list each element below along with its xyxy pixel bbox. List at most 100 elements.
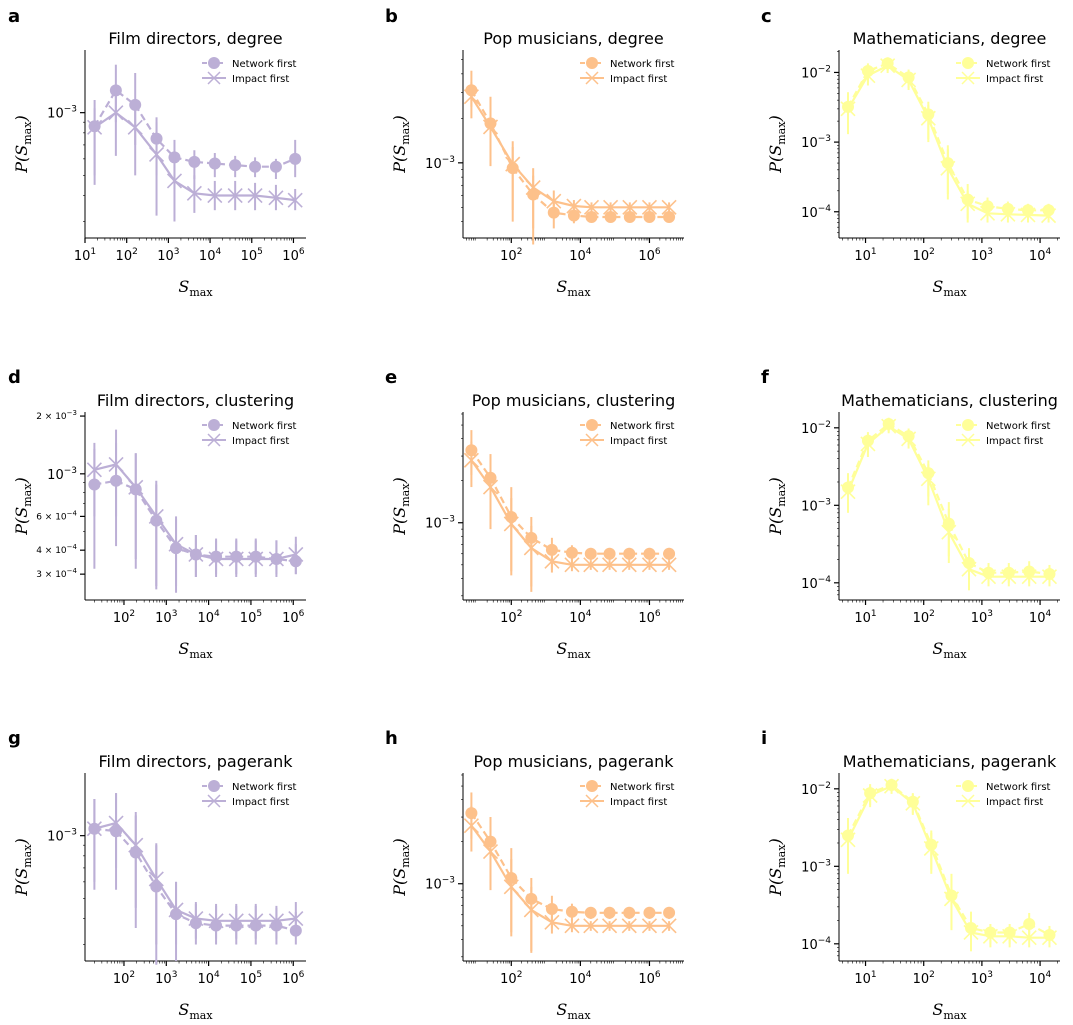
y-tick-exp: −3 [442,155,455,165]
data-point-x [463,452,479,468]
data-point-circle [289,152,302,165]
panel-letter-i: i [761,728,767,749]
x-tick-base: 10 [854,249,871,264]
data-point-x [87,119,103,135]
data-point-x [943,891,960,907]
x-tick-exp: 1 [871,609,877,619]
panel-letter-a: a [8,6,20,27]
x-axis-label-main: S [932,639,943,658]
x-axis-label-sub: max [189,286,213,299]
y-tick-label: 10−3 [425,155,455,172]
x-axis-label: Smax [932,1000,967,1022]
y-axis-label: P(Smax) [766,838,788,896]
y-tick-base: 10 [801,783,818,798]
x-axis-label: Smax [556,639,591,661]
data-point-x [901,431,917,447]
x-tick-label: 103 [971,970,993,987]
x-tick-exp: 5 [256,609,262,619]
x-axis-label-sub: max [189,648,213,661]
x-axis-label-sub: max [943,648,967,661]
y-tick-exp: −4 [818,936,832,946]
y-axis-label-suffix: ) [390,838,409,845]
data-point-x [208,913,224,929]
y-axis-label: P(Smax) [12,115,34,173]
data-point-x [148,508,164,524]
data-point-x [564,918,580,934]
x-tick-label: 104 [569,247,592,264]
data-point-x [108,105,124,121]
y-axis-label-prefix: P(S [12,868,31,897]
x-tick-label: 101 [854,970,876,987]
y-axis-label-sub: max [21,121,34,145]
data-point-x [641,918,658,934]
y-axis-label-sub: max [775,844,788,868]
panel-letter-b: b [385,6,398,27]
y-axis-label-suffix: ) [12,477,31,484]
legend: Network first Impact first [202,57,297,85]
y-tick-base: 10 [801,136,818,151]
legend-item: Impact first [580,71,667,85]
x-tick-label: 105 [240,609,262,626]
x-tick-label: 103 [971,609,993,626]
x-tick-label: 102 [500,247,522,264]
series-impact-first [463,441,677,592]
x-tick-exp: 3 [172,970,178,980]
data-point-x [482,843,499,860]
series-line [470,449,670,555]
data-point-circle [565,546,578,559]
x-tick-base: 10 [113,972,130,987]
panel-title: Film directors, clustering [97,391,294,410]
data-point-x [979,205,996,221]
x-tick-exp: 1 [871,970,877,980]
series-impact-first [86,793,304,945]
data-point-circle [565,905,578,918]
x-axis-label-main: S [556,639,567,658]
data-point-x [523,902,539,918]
data-point-circle [663,210,676,223]
x-axis-label-sub: max [943,286,967,299]
legend-label: Network first [610,59,675,70]
legend-item: Network first [580,780,675,793]
y-axis-label: P(Smax) [390,115,412,173]
y-axis-label-suffix: ) [766,838,785,845]
data-point-x [188,910,204,927]
y-tick-label: 10−3 [801,858,831,875]
x-tick-label: 101 [854,247,876,264]
x-tick-base: 10 [241,249,258,264]
y-axis-label-suffix: ) [390,477,409,484]
series-impact-first [463,805,677,953]
data-point-x [920,471,936,487]
series-impact-first [86,429,304,587]
x-axis-label: Smax [932,277,967,299]
y-axis-label-suffix: ) [12,838,31,845]
panel-title: Mathematicians, clustering [841,391,1058,410]
x-tick-base: 10 [240,611,257,626]
data-point-x [288,546,304,563]
data-point-x [880,58,896,74]
x-axis-label: Smax [178,639,213,661]
data-point-x [482,119,499,135]
x-tick-base: 10 [1029,249,1046,264]
legend-item: Network first [956,419,1051,432]
y-tick-base: 10 [47,468,64,483]
data-point-x [546,193,562,209]
y-tick-label: 10−4 [801,204,831,221]
data-point-x [941,524,957,540]
x-tick-base: 10 [74,249,91,264]
y-axis-label-suffix: ) [766,115,785,122]
data-point-x [544,553,560,569]
data-point-x [544,914,560,930]
data-point-circle [623,547,636,560]
data-point-x [1000,206,1016,222]
series-impact-first [840,778,1058,952]
y-tick-exp: −3 [818,134,831,144]
x-tick-base: 10 [113,611,130,626]
panel-title: Pop musicians, clustering [472,391,675,410]
data-point-x [166,173,183,189]
data-point-x [661,918,677,934]
data-point-x [661,557,677,573]
y-axis-label-prefix: P(S [390,507,409,536]
x-tick-label: 102 [500,970,522,987]
